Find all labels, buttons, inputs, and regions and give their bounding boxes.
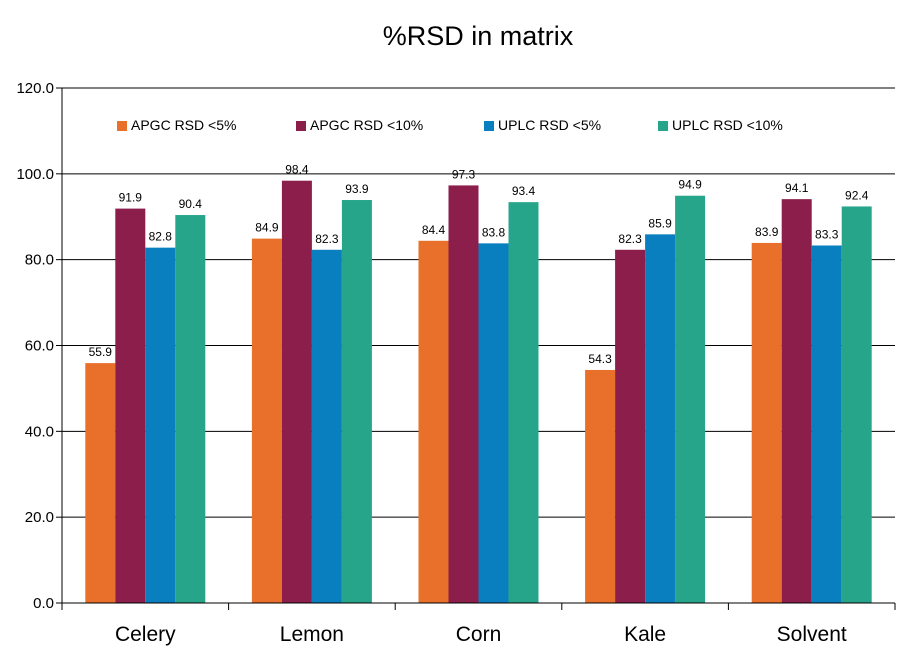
y-tick-label: 60.0 — [25, 338, 54, 355]
data-label: 91.9 — [119, 191, 143, 205]
bars — [85, 180, 872, 604]
data-label: 82.8 — [149, 230, 173, 244]
y-tick-label: 20.0 — [25, 509, 54, 526]
bar-kale-series-3 — [645, 234, 676, 604]
bar-lemon-series-3 — [311, 249, 342, 603]
bar-kale-series-1 — [585, 369, 616, 603]
data-label: 97.3 — [452, 167, 476, 181]
data-label: 85.9 — [648, 216, 672, 230]
bar-corn-series-3 — [478, 243, 509, 603]
data-label: 93.4 — [512, 184, 536, 198]
data-label: 98.4 — [285, 163, 309, 177]
bar-corn-series-2 — [448, 185, 479, 603]
data-label: 94.1 — [785, 181, 809, 195]
data-label: 90.4 — [179, 197, 203, 211]
y-tick-label: 80.0 — [25, 252, 54, 269]
y-tick-label: 0.0 — [33, 595, 54, 612]
bar-lemon-series-1 — [251, 238, 282, 603]
data-label: 92.4 — [845, 188, 869, 202]
legend-swatch — [117, 121, 127, 131]
data-label: 83.9 — [755, 225, 779, 239]
legend-label: UPLC RSD <5% — [498, 117, 601, 133]
x-category-label: Lemon — [280, 623, 344, 646]
data-label: 54.3 — [588, 352, 612, 366]
y-tick-label: 100.0 — [16, 166, 54, 183]
bar-kale-series-4 — [675, 195, 706, 604]
y-tick-label: 120.0 — [16, 80, 54, 97]
bar-solvent-series-1 — [751, 242, 782, 603]
x-category-label: Solvent — [777, 623, 847, 646]
bar-celery-series-1 — [85, 363, 116, 603]
x-category-label: Celery — [115, 623, 176, 646]
x-category-label: Kale — [624, 623, 666, 646]
x-category-label: Corn — [456, 623, 502, 646]
data-label: 84.9 — [255, 221, 279, 235]
data-label: 55.9 — [89, 345, 113, 359]
data-label: 82.3 — [618, 232, 642, 246]
bar-celery-series-2 — [115, 208, 146, 604]
legend-label: APGC RSD <10% — [310, 117, 423, 133]
bar-solvent-series-2 — [781, 199, 812, 603]
bar-lemon-series-2 — [281, 180, 312, 603]
data-label: 94.9 — [678, 178, 702, 192]
data-label: 93.9 — [345, 182, 369, 196]
y-tick-label: 40.0 — [25, 423, 54, 440]
legend-swatch — [658, 121, 668, 131]
data-labels: 55.9 91.9 82.8 90.4 84.9 98.4 82.3 93.9 84.4 97.3… — [89, 163, 869, 366]
legend-label: APGC RSD <5% — [131, 117, 236, 133]
legend: APGC RSD <5% APGC RSD <10% UPLC RSD <5% UPL… — [117, 117, 783, 133]
data-label: 83.3 — [815, 228, 839, 242]
legend-swatch — [296, 121, 306, 131]
bar-solvent-series-3 — [811, 245, 842, 604]
bar-celery-series-3 — [145, 247, 176, 603]
bar-kale-series-2 — [615, 249, 646, 603]
data-label: 83.8 — [482, 225, 506, 239]
bar-corn-series-4 — [508, 202, 539, 604]
legend-swatch — [484, 121, 494, 131]
bar-celery-series-4 — [175, 215, 206, 604]
data-label: 84.4 — [422, 223, 446, 237]
bar-corn-series-1 — [418, 240, 449, 604]
axes: 0.0 20.0 40.0 60.0 80.0 100.0 120.0 Celery Lemon… — [16, 80, 896, 646]
legend-label: UPLC RSD <10% — [672, 117, 783, 133]
chart-title: %RSD in matrix — [383, 21, 574, 51]
bar-solvent-series-4 — [841, 206, 872, 603]
bar-lemon-series-4 — [341, 200, 372, 603]
data-label: 82.3 — [315, 232, 339, 246]
